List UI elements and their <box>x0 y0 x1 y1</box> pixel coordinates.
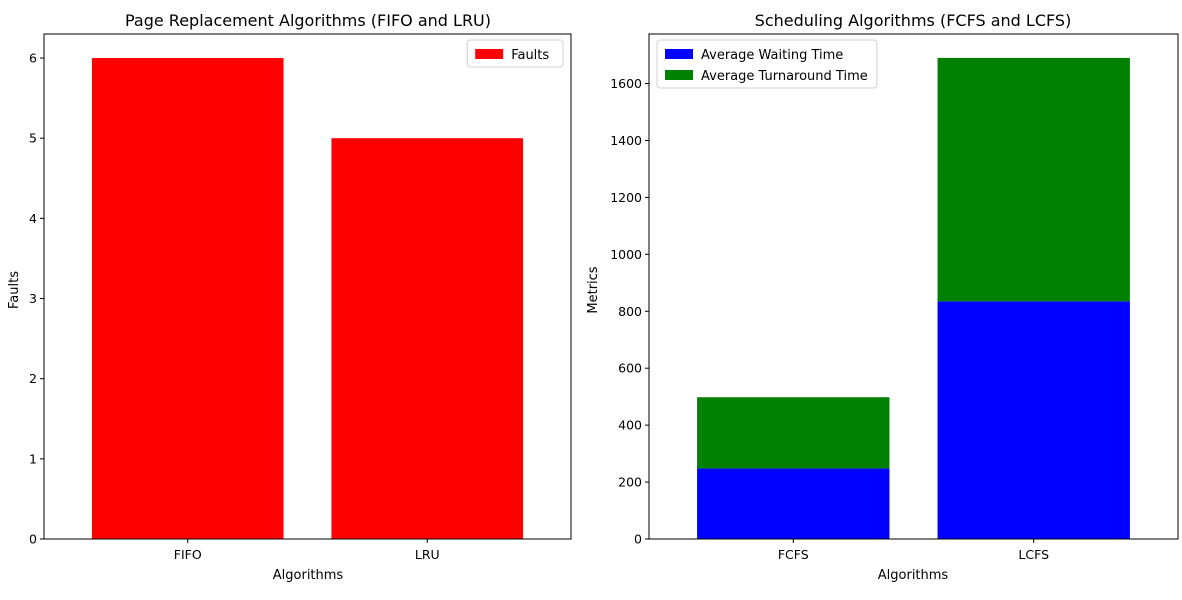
legend-box <box>466 39 564 68</box>
y-tick-label: 1200 <box>610 190 642 205</box>
bar-lcfs-series-1 <box>937 57 1130 302</box>
x-tick-label: LRU <box>415 547 440 562</box>
y-tick-label: 1400 <box>610 133 642 148</box>
x-tick-label: LCFS <box>1018 547 1049 562</box>
x-axis-label: Algorithms <box>273 568 344 583</box>
plot-area: 0 200 400 600 800 1000 1200 1400 1600 FCFS LCFS Ave… <box>610 33 1179 562</box>
legend-label: Average Waiting Time <box>701 48 843 63</box>
legend-swatch <box>475 49 504 59</box>
x-tick-label: FIFO <box>174 547 202 562</box>
legend: Faults <box>466 39 564 68</box>
legend-box <box>656 39 878 89</box>
bar-fcfs-series-0 <box>697 468 890 539</box>
chart-scheduling: Scheduling Algorithms (FCFS and LCFS) 0 2… <box>586 11 1179 583</box>
bar-fcfs-series-1 <box>697 397 890 469</box>
legend-swatch <box>665 49 693 59</box>
y-tick-label: 200 <box>618 475 642 490</box>
y-tick-label: 800 <box>618 304 642 319</box>
y-axis-label: Faults <box>7 271 22 309</box>
y-tick-label: 5 <box>29 131 37 146</box>
chart-title: Scheduling Algorithms (FCFS and LCFS) <box>755 11 1072 30</box>
y-tick-label: 1 <box>29 451 37 466</box>
y-tick-label: 1000 <box>610 247 642 262</box>
y-tick-label: 600 <box>618 361 642 376</box>
y-tick-label: 2 <box>29 371 37 386</box>
y-tick-label: 1600 <box>610 76 642 91</box>
plot-area: 0 1 2 3 4 5 6 FIFO LRU Faults <box>29 33 572 562</box>
y-tick-label: 3 <box>29 291 37 306</box>
y-tick-label: 0 <box>29 532 37 547</box>
y-tick-label: 0 <box>634 532 642 547</box>
chart-title: Page Replacement Algorithms (FIFO and LR… <box>125 11 491 30</box>
bar-lru-series-0 <box>331 138 524 539</box>
y-tick-label: 6 <box>29 51 37 66</box>
chart-page-replacement: Page Replacement Algorithms (FIFO and LR… <box>7 11 572 583</box>
legend-label: Average Turnaround Time <box>701 69 868 84</box>
bar-lcfs-series-0 <box>937 301 1130 539</box>
y-axis-label: Metrics <box>586 266 601 313</box>
legend-swatch <box>665 70 693 80</box>
x-tick-label: FCFS <box>778 547 809 562</box>
bar-fifo-series-0 <box>91 58 284 540</box>
axes-frame <box>43 33 572 540</box>
legend-label: Faults <box>511 48 549 63</box>
y-tick-label: 4 <box>29 211 37 226</box>
axes-frame <box>648 33 1179 540</box>
y-tick-label: 400 <box>618 418 642 433</box>
legend: Average Waiting Time Average Turnaround T… <box>656 39 878 89</box>
x-axis-label: Algorithms <box>878 568 949 583</box>
